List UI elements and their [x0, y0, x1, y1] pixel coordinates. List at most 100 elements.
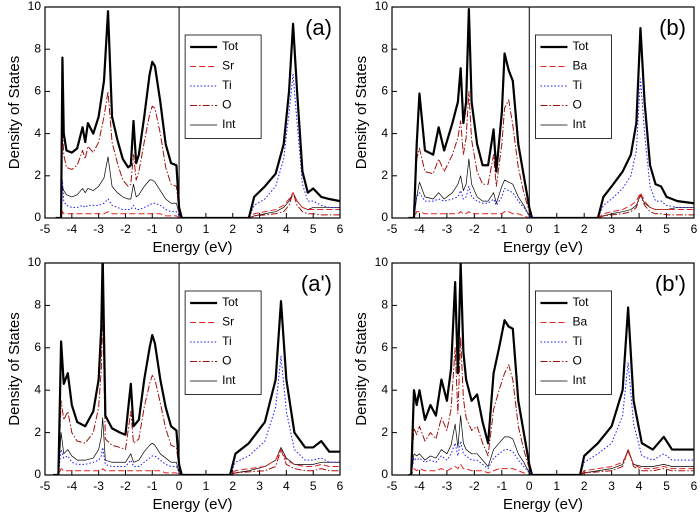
- x-tick-label: -1: [147, 479, 158, 493]
- legend-label: Ti: [222, 334, 232, 348]
- x-axis-label: Energy (eV): [152, 496, 232, 513]
- x-tick-label: -5: [40, 479, 51, 493]
- legend-label: Int: [572, 117, 586, 131]
- legend-label: O: [222, 354, 231, 368]
- y-tick-label: 4: [381, 382, 388, 396]
- legend-box: [535, 34, 612, 139]
- plot-frame: [44, 6, 341, 219]
- y-tick-label: 2: [34, 168, 41, 182]
- series-line: [408, 336, 694, 475]
- series-line: [408, 78, 694, 218]
- series-line: [55, 156, 340, 218]
- legend-box: [184, 290, 262, 395]
- legend-label: Ba: [572, 59, 587, 73]
- series-line: [55, 192, 340, 218]
- legend-label: Int: [222, 373, 236, 387]
- x-axis-label: Energy (eV): [503, 496, 583, 513]
- x-tick-label: -4: [66, 222, 77, 236]
- x-tick-label: 0: [526, 479, 533, 493]
- x-tick-label: 0: [176, 222, 183, 236]
- y-tick-label: 8: [381, 298, 388, 312]
- legend-label: Int: [572, 373, 586, 387]
- y-tick-label: 10: [28, 0, 42, 13]
- panel-label: (b): [659, 15, 686, 40]
- series-line: [408, 263, 694, 475]
- y-axis-label: Density of States: [353, 56, 370, 169]
- legend-label: Ti: [222, 78, 232, 92]
- legend-box: [184, 34, 262, 139]
- legend-label: Ti: [572, 334, 582, 348]
- plot-frame: [44, 262, 341, 476]
- series-line: [53, 355, 340, 475]
- plot-frame: [391, 6, 695, 219]
- x-tick-label: 1: [203, 479, 210, 493]
- y-axis-label: Density of States: [6, 312, 23, 425]
- panel-label: (a'): [301, 271, 332, 296]
- x-tick-label: 4: [636, 479, 643, 493]
- series-line: [53, 417, 340, 475]
- panel-label: (b'): [655, 271, 686, 296]
- x-tick-label: 0: [526, 222, 533, 236]
- x-tick-label: 5: [663, 222, 670, 236]
- x-tick-label: 1: [553, 222, 560, 236]
- y-tick-label: 8: [381, 41, 388, 55]
- y-tick-label: 6: [34, 84, 41, 98]
- x-tick-label: 4: [283, 479, 290, 493]
- x-tick-label: 3: [256, 479, 263, 493]
- x-tick-label: 2: [581, 222, 588, 236]
- x-tick-label: 5: [310, 222, 317, 236]
- y-tick-label: 10: [28, 255, 42, 269]
- x-tick-label: -1: [147, 222, 158, 236]
- legend-label: O: [572, 98, 581, 112]
- series-group: [53, 263, 340, 475]
- y-tick-label: 0: [34, 210, 41, 224]
- legend-label: Ba: [572, 315, 587, 329]
- legend-label: Ti: [572, 78, 582, 92]
- panel: -5 -4 -3 -2 -1 0 1 2 3 4 5 6 0 2 4 6 8 10 Energy (eV) Densi…: [6, 255, 344, 513]
- x-tick-label: -3: [442, 222, 453, 236]
- legend-label: O: [572, 354, 581, 368]
- y-tick-label: 6: [381, 84, 388, 98]
- y-tick-label: 10: [375, 255, 389, 269]
- panel: -5 -4 -3 -2 -1 0 1 2 3 4 5 6 0 2 4 6 8 10 Energy (eV) Densi…: [353, 255, 698, 513]
- legend-label: Sr: [222, 59, 234, 73]
- y-tick-label: 10: [375, 0, 389, 13]
- x-tick-label: 2: [229, 479, 236, 493]
- y-tick-label: 4: [34, 382, 41, 396]
- x-tick-label: 1: [553, 479, 560, 493]
- series-line: [408, 8, 694, 218]
- panel-label: (a): [305, 15, 332, 40]
- x-axis-label: Energy (eV): [503, 239, 583, 256]
- series-line: [53, 263, 340, 475]
- x-tick-label: -3: [93, 479, 104, 493]
- y-tick-label: 2: [34, 425, 41, 439]
- legend-label: Tot: [572, 39, 589, 53]
- y-tick-label: 6: [381, 340, 388, 354]
- legend-label: O: [222, 98, 231, 112]
- series-group: [55, 10, 340, 218]
- panel: -5 -4 -3 -2 -1 0 1 2 3 4 5 6 0 2 4 6 8 10 Energy (eV) Densi…: [6, 0, 344, 256]
- series-line: [408, 415, 694, 475]
- x-tick-label: 2: [229, 222, 236, 236]
- x-tick-label: -2: [120, 222, 131, 236]
- series-line: [53, 449, 340, 475]
- legend-label: Int: [222, 117, 236, 131]
- x-tick-label: 5: [663, 479, 670, 493]
- series-line: [408, 90, 694, 218]
- y-tick-label: 0: [34, 467, 41, 481]
- y-tick-label: 6: [34, 340, 41, 354]
- series-line: [55, 74, 340, 218]
- series-group: [408, 8, 694, 218]
- x-tick-label: 0: [176, 479, 183, 493]
- x-tick-label: 3: [608, 479, 615, 493]
- x-tick-label: 4: [283, 222, 290, 236]
- plot-frame: [391, 262, 695, 476]
- x-tick-label: -5: [40, 222, 51, 236]
- y-tick-label: 0: [381, 210, 388, 224]
- panel: -5 -4 -3 -2 -1 0 1 2 3 4 5 6 0 2 4 6 8 10 Energy (eV) Densi…: [353, 0, 698, 256]
- x-tick-label: 4: [636, 222, 643, 236]
- series-line: [408, 192, 694, 218]
- y-tick-label: 0: [381, 467, 388, 481]
- y-tick-label: 8: [34, 41, 41, 55]
